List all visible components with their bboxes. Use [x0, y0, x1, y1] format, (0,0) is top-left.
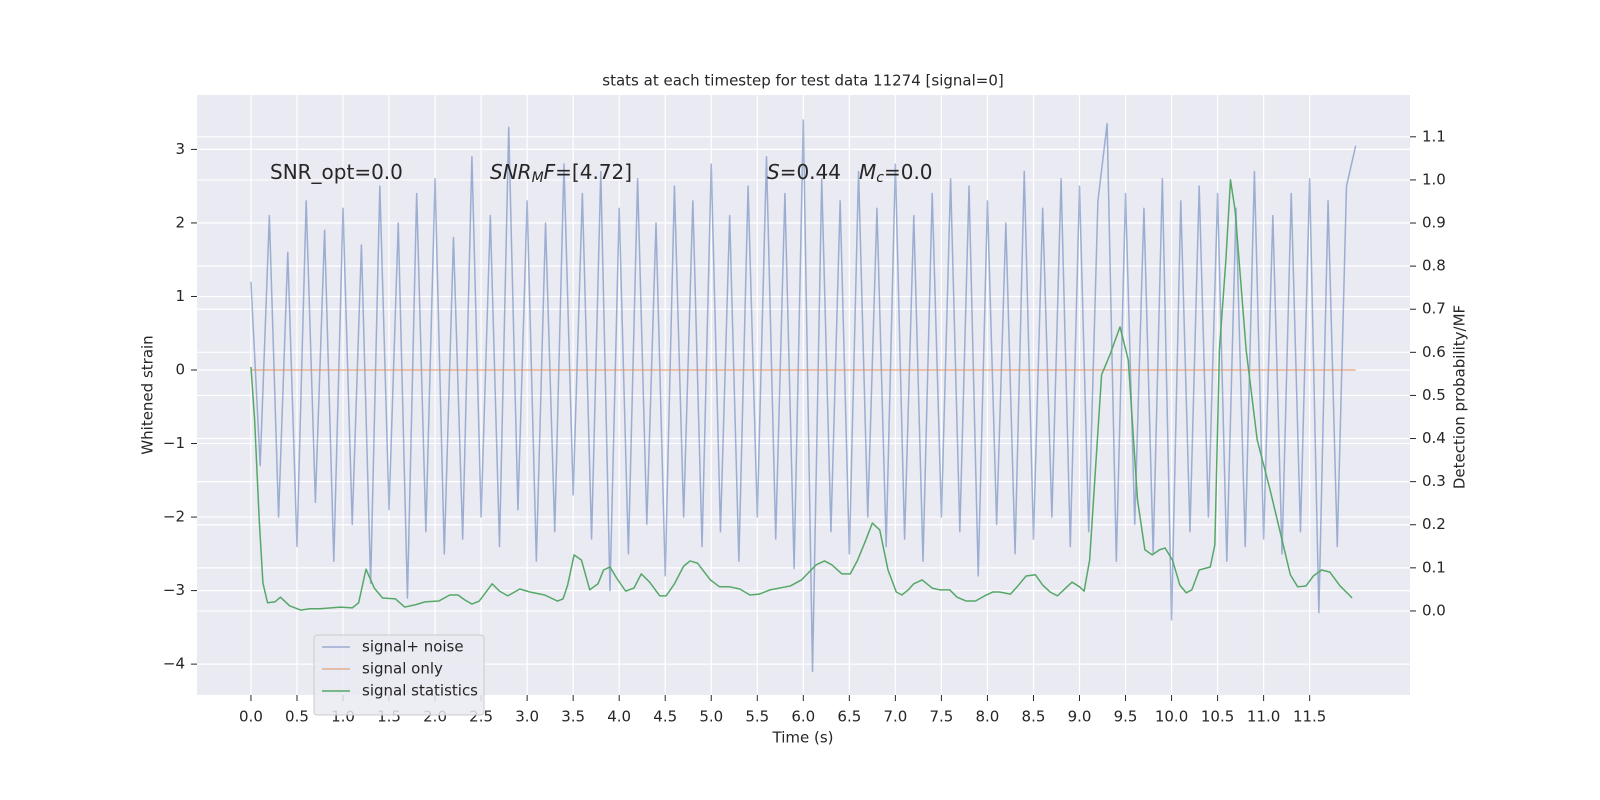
annotation-part: =[4.72]	[555, 160, 632, 184]
x-tick-label: 10.0	[1155, 708, 1188, 726]
y-tick-label: −2	[163, 508, 185, 526]
x-tick-label: 8.5	[1022, 708, 1046, 726]
y2-tick-label: 0.0	[1422, 601, 1446, 619]
x-tick-label: 4.5	[653, 708, 677, 726]
legend-label: signal statistics	[362, 682, 478, 700]
y-axis-label: Whitened strain	[139, 335, 157, 454]
x-tick-label: 11.0	[1247, 708, 1280, 726]
y2-tick-label: 0.8	[1422, 257, 1446, 275]
series-line	[250, 119, 1357, 673]
y2-tick-label: 0.1	[1422, 558, 1446, 576]
annotation-part: M	[859, 160, 876, 184]
y2-tick-label: 0.4	[1422, 429, 1446, 447]
y2-tick-label: 0.5	[1422, 386, 1446, 404]
annotation-part: SNR_opt=0.0	[270, 160, 403, 184]
labels: 0.0 0.5 1.0 1.5 2.0 2.5 3.0 3.5 4.0 4.5 5.0 5.5 6.0 6…	[163, 127, 1446, 725]
legend-label: signal only	[362, 660, 443, 678]
annotation-part: c	[876, 170, 884, 186]
y2-tick-label: 0.9	[1422, 214, 1446, 232]
y-tick-label: −1	[163, 434, 185, 452]
y-tick-label: 3	[175, 140, 185, 158]
x-tick-label: 6.0	[791, 708, 815, 726]
annotation: SNRMF=[4.72]	[490, 160, 632, 187]
x-tick-label: 11.5	[1293, 708, 1326, 726]
y2-tick-label: 0.6	[1422, 343, 1446, 361]
x-tick-label: 8.0	[976, 708, 1000, 726]
x-tick-label: 9.5	[1114, 708, 1138, 726]
y2-axis-label: Detection probability/MF	[1451, 305, 1469, 489]
annotation: S=0.44	[767, 160, 841, 184]
annotation-part: =0.0	[884, 160, 933, 184]
y-tick-label: 2	[175, 213, 185, 231]
x-tick-label: 5.5	[745, 708, 769, 726]
y-tick-label: −4	[163, 655, 185, 673]
annotation-part: S	[767, 160, 780, 184]
x-tick-label: 10.5	[1201, 708, 1234, 726]
y-tick-label: 0	[175, 361, 185, 379]
x-tick-label: 3.0	[515, 708, 539, 726]
y-tick-label: 1	[175, 287, 185, 305]
x-tick-label: 0.0	[239, 708, 263, 726]
x-tick-label: 9.0	[1068, 708, 1092, 726]
annotation: SNR_opt=0.0	[270, 160, 403, 184]
x-tick-label: 5.0	[699, 708, 723, 726]
series-line	[250, 179, 1353, 611]
legend-box	[313, 634, 485, 716]
annotation-part: SNR	[490, 160, 532, 184]
y2-tick-label: 0.3	[1422, 472, 1446, 490]
y2-tick-label: 1.1	[1422, 127, 1446, 145]
y-tick-label: −3	[163, 581, 185, 599]
y2-tick-label: 1.0	[1422, 170, 1446, 188]
y2-tick-label: 0.2	[1422, 515, 1446, 533]
x-axis-label: Time (s)	[772, 729, 834, 747]
x-tick-label: 3.5	[561, 708, 585, 726]
x-tick-label: 4.0	[607, 708, 631, 726]
y2-tick-label: 0.7	[1422, 300, 1446, 318]
x-tick-label: 7.0	[883, 708, 907, 726]
annotation-part: F	[544, 160, 556, 184]
annotation: Mc=0.0	[859, 160, 933, 187]
x-tick-label: 6.5	[837, 708, 861, 726]
x-tick-label: 7.5	[929, 708, 953, 726]
chart-title: stats at each timestep for test data 112…	[602, 72, 1003, 90]
annotation-part: =0.44	[780, 160, 841, 184]
annotation-part: M	[532, 170, 544, 186]
x-tick-label: 0.5	[285, 708, 309, 726]
marks	[250, 119, 1357, 673]
legend-label: signal+ noise	[362, 638, 464, 656]
